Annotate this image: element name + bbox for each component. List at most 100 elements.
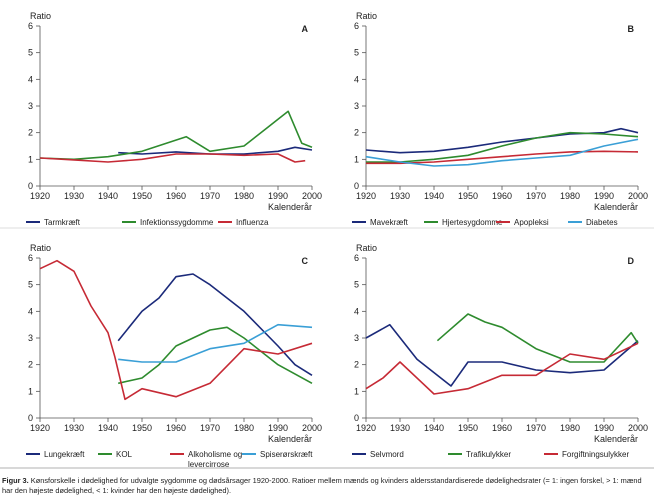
x-tick-label: 1990: [268, 191, 288, 201]
y-tick-label: 2: [354, 128, 359, 138]
x-tick-label: 1970: [200, 191, 220, 201]
x-tick-label: 2000: [302, 191, 322, 201]
legend-label: Trafikulykker: [466, 450, 511, 459]
x-tick-label: 1930: [64, 191, 84, 201]
y-tick-label: 6: [28, 21, 33, 31]
x-tick-label: 1990: [268, 423, 288, 433]
x-tick-label: 1930: [390, 191, 410, 201]
x-tick-label: 1980: [234, 423, 254, 433]
y-tick-label: 0: [354, 413, 359, 423]
y-tick-label: 1: [354, 386, 359, 396]
caption-label: Figur 3.: [2, 476, 29, 485]
y-axis-label: Ratio: [356, 243, 377, 253]
series-line-infektionssygdomme: [39, 110, 313, 161]
x-tick-label: 1980: [234, 191, 254, 201]
y-axis-label: Ratio: [356, 11, 377, 21]
panel-letter: D: [628, 256, 635, 266]
panel-letter: B: [628, 24, 635, 34]
series-line-kol: [118, 326, 313, 385]
x-tick-label: 2000: [302, 423, 322, 433]
legend-label: Forgiftningsulykker: [562, 450, 629, 459]
x-tick-label: 1970: [200, 423, 220, 433]
x-tick-label: 1940: [424, 423, 444, 433]
x-tick-label: 1920: [356, 423, 376, 433]
legend-label: Selvmord: [370, 450, 404, 459]
legend-label: KOL: [116, 450, 133, 459]
chart-panel-b: Ratio B 0 1 2 3 4 5 6 1920 1930 1940 1950 1960 1970 198…: [352, 11, 648, 227]
series-line-influenza: [39, 153, 306, 163]
x-tick-label: 1970: [526, 423, 546, 433]
y-axis-label: Ratio: [30, 11, 51, 21]
legend-label: Influenza: [236, 218, 269, 227]
y-tick-label: 3: [28, 333, 33, 343]
x-tick-label: 1950: [132, 191, 152, 201]
x-tick-label: 1920: [356, 191, 376, 201]
y-tick-label: 5: [28, 48, 33, 58]
x-tick-label: 1970: [526, 191, 546, 201]
y-tick-label: 1: [354, 154, 359, 164]
series-line-lungekræft: [117, 273, 313, 376]
y-tick-label: 4: [28, 306, 33, 316]
legend-label: Infektionssygdomme: [140, 218, 214, 227]
x-axis-label: Kalenderår: [594, 202, 638, 212]
x-tick-label: 2000: [628, 191, 648, 201]
y-tick-label: 1: [28, 154, 33, 164]
legend-label: Alkoholisme og levercirrose: [188, 450, 242, 469]
y-tick-label: 6: [28, 253, 33, 263]
legend-label: Hjertesygdomme: [442, 218, 503, 227]
series-line-alkoholisme-og-levercirrose: [39, 259, 313, 401]
y-tick-label: 3: [354, 101, 359, 111]
chart-panel-c: Ratio C 0 1 2 3 4 5 6 1920 1930 1940 1950 1960 1970 198…: [26, 243, 322, 469]
y-tick-label: 6: [354, 21, 359, 31]
legend-label: Lungekræft: [44, 450, 85, 459]
y-tick-label: 2: [28, 128, 33, 138]
x-tick-label: 1930: [390, 423, 410, 433]
x-tick-label: 2000: [628, 423, 648, 433]
x-tick-label: 1950: [132, 423, 152, 433]
y-tick-label: 6: [354, 253, 359, 263]
x-tick-label: 1920: [30, 191, 50, 201]
panel-letter: A: [302, 24, 309, 34]
figure-caption: Figur 3. Kønsforskelle i dødelighed for …: [2, 476, 652, 496]
legend-label: Spiserørskræft: [260, 450, 313, 459]
y-tick-label: 2: [28, 360, 33, 370]
series-line-spiserørskræft: [118, 323, 313, 363]
x-tick-label: 1920: [30, 423, 50, 433]
chart-panel-d: Ratio D 0 1 2 3 4 5 6 1920 1930 1940 1950 1960 1970 198…: [352, 243, 648, 459]
x-tick-label: 1940: [424, 191, 444, 201]
x-tick-label: 1930: [64, 423, 84, 433]
y-tick-label: 0: [28, 413, 33, 423]
series-line-selvmord: [365, 323, 639, 387]
x-tick-label: 1960: [492, 423, 512, 433]
x-tick-label: 1980: [560, 191, 580, 201]
x-tick-label: 1990: [594, 191, 614, 201]
panel-letter: C: [302, 256, 309, 266]
y-tick-label: 4: [28, 74, 33, 84]
y-tick-label: 5: [354, 280, 359, 290]
series-line-hjertesygdomme: [366, 131, 639, 163]
series-line-diabetes: [365, 138, 639, 167]
x-tick-label: 1950: [458, 191, 478, 201]
series-line-forgiftningsulykker: [365, 342, 639, 395]
x-tick-label: 1960: [492, 191, 512, 201]
y-tick-label: 5: [354, 48, 359, 58]
x-tick-label: 1950: [458, 423, 478, 433]
y-tick-label: 2: [354, 360, 359, 370]
caption-text: Kønsforskelle i dødelighed for udvalgte …: [2, 476, 642, 495]
x-tick-label: 1990: [594, 423, 614, 433]
y-tick-label: 3: [354, 333, 359, 343]
y-tick-label: 0: [28, 181, 33, 191]
legend-label: Tarmkræft: [44, 218, 81, 227]
y-axis-label: Ratio: [30, 243, 51, 253]
y-tick-label: 3: [28, 101, 33, 111]
legend-label: Mavekræft: [370, 218, 409, 227]
legend-label: Diabetes: [586, 218, 618, 227]
x-tick-label: 1960: [166, 191, 186, 201]
legend-label: Apopleksi: [514, 218, 549, 227]
x-axis-label: Kalenderår: [594, 434, 638, 444]
x-tick-label: 1940: [98, 191, 118, 201]
x-axis-label: Kalenderår: [268, 202, 312, 212]
legend-label-line: Alkoholisme og: [188, 450, 242, 459]
legend-label-line: levercirrose: [188, 460, 230, 469]
y-tick-label: 4: [354, 306, 359, 316]
